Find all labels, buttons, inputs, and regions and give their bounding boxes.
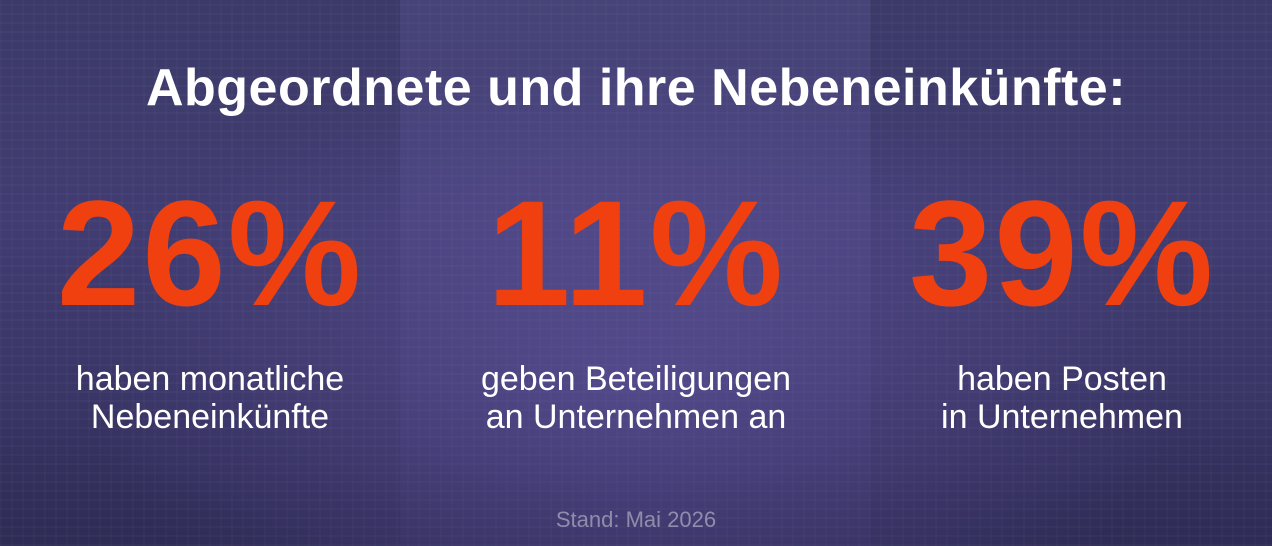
stat-description: haben Posten in Unternehmen — [852, 360, 1272, 436]
stat-monthly-income: 26% haben monatliche Nebeneinkünfte — [0, 178, 420, 436]
stat-description: haben monatliche Nebeneinkünfte — [0, 360, 420, 436]
stat-description-line: haben monatliche — [75, 360, 345, 398]
stat-description-line: Nebeneinkünfte — [90, 398, 330, 436]
footnote-date: Stand: Mai 2026 — [555, 507, 717, 532]
stat-value: 39% — [908, 169, 1216, 337]
stat-holdings: 11% geben Beteiligungen an Unternehmen a… — [426, 178, 846, 436]
stat-description-line: in Unternehmen — [941, 398, 1183, 436]
stat-company-positions: 39% haben Posten in Unternehmen — [852, 178, 1272, 436]
stat-value: 11% — [487, 169, 785, 337]
stat-description-line: an Unternehmen an — [485, 398, 787, 436]
stat-description-line: geben Beteiligungen — [480, 360, 792, 398]
stat-value: 26% — [56, 169, 364, 337]
stat-description: geben Beteiligungen an Unternehmen an — [426, 360, 846, 436]
stat-description-line: haben Posten — [957, 360, 1167, 398]
page-title: Abgeordnete und ihre Nebeneinkünfte: — [145, 59, 1127, 117]
